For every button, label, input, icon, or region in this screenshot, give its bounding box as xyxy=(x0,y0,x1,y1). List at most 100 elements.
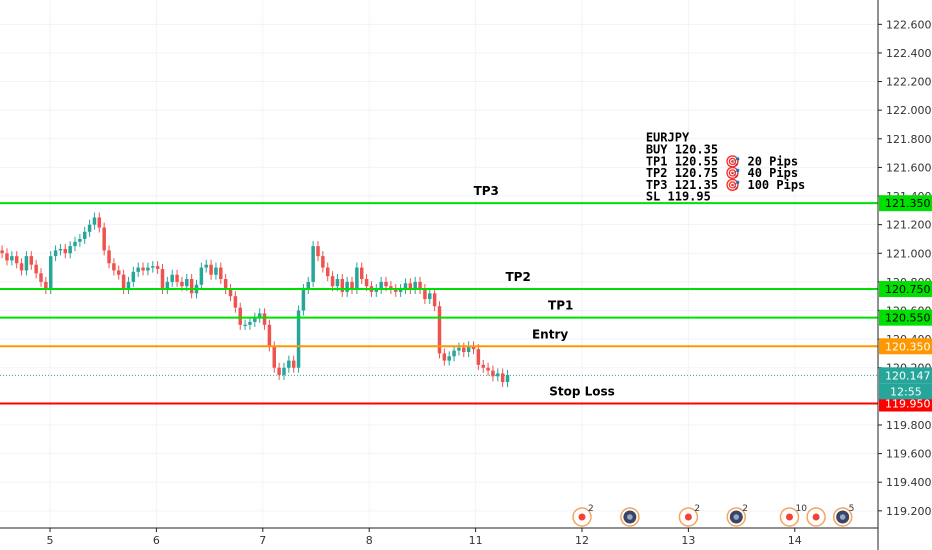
price-tick-label: 121.600 xyxy=(886,161,932,174)
candle-body xyxy=(379,281,383,290)
event-count: 2 xyxy=(588,504,594,514)
candle-body xyxy=(14,256,19,264)
candle-body xyxy=(53,250,58,257)
candle-body xyxy=(330,276,335,287)
candle-body xyxy=(189,279,194,294)
candle-body xyxy=(277,367,281,375)
price-tag-tp3-text: 121.350 xyxy=(885,197,931,210)
level-label-entry: Entry xyxy=(532,327,568,341)
candle-body xyxy=(311,246,315,282)
candle-body xyxy=(447,356,451,361)
candle-body xyxy=(165,281,170,290)
price-axis[interactable]: 122.600 122.400 122.200 122.000 121.800 121.6… xyxy=(877,0,932,550)
price-tag-entry-text: 120.350 xyxy=(885,340,931,353)
candle-body xyxy=(219,267,223,280)
candle-body xyxy=(442,353,447,361)
candle-body xyxy=(10,256,14,261)
price-tag-last-text: 120.147 xyxy=(885,369,931,382)
candle-body xyxy=(68,246,72,254)
candle-body xyxy=(214,267,218,275)
time-tick-label: 11 xyxy=(469,534,483,547)
candle-body xyxy=(428,293,432,300)
event-dot-red xyxy=(812,513,820,521)
event-dot-dark-center xyxy=(839,514,846,520)
candle-body xyxy=(457,347,461,351)
candle-body xyxy=(155,266,160,270)
level-label-tp2: TP2 xyxy=(505,270,530,284)
annotation-line: BUY 120.35 xyxy=(646,142,718,156)
candle-body xyxy=(0,250,4,254)
candle-body xyxy=(413,281,417,290)
time-axis[interactable]: 5 6 7 8 11 12 13 14 xyxy=(0,527,878,547)
candle-body xyxy=(73,241,77,247)
candle-body xyxy=(126,281,131,290)
event-dot-dark-center xyxy=(627,514,633,520)
candle-body xyxy=(136,267,140,272)
candle-body xyxy=(238,307,242,325)
price-tick-label: 119.200 xyxy=(886,505,932,518)
candle-body xyxy=(146,267,150,271)
price-tag-tp1 xyxy=(879,309,932,326)
candle-body xyxy=(432,293,437,307)
price-tick-label: 122.200 xyxy=(886,76,932,89)
candle-body xyxy=(340,279,345,292)
price-tick-label: 122.400 xyxy=(886,47,932,60)
candle-body xyxy=(48,256,53,290)
candle-body xyxy=(291,360,296,368)
candle-body xyxy=(452,350,456,357)
time-tick-label: 12 xyxy=(575,534,589,547)
candle-body xyxy=(175,274,179,282)
time-tick-label: 5 xyxy=(47,534,54,547)
candle-body xyxy=(471,346,476,350)
candle-body xyxy=(78,238,82,242)
candle-body xyxy=(29,256,34,265)
grid xyxy=(0,0,878,528)
candle-body xyxy=(92,217,97,225)
price-tick-label: 121.200 xyxy=(886,219,932,232)
candle-body xyxy=(141,267,145,271)
candle-body xyxy=(117,270,121,275)
candle-body xyxy=(180,281,184,287)
candle-body xyxy=(423,289,427,300)
candle-body xyxy=(34,264,38,274)
candle-body xyxy=(107,250,111,264)
candle-body xyxy=(19,263,24,271)
event-dot-red xyxy=(578,513,586,521)
time-tick-label: 8 xyxy=(366,534,373,547)
level-label-tp1: TP1 xyxy=(548,299,573,313)
candle-body xyxy=(505,374,510,383)
candle-body xyxy=(102,227,106,251)
candle-body xyxy=(462,347,466,352)
event-dot-dark-center xyxy=(733,514,740,520)
candle-body xyxy=(199,267,204,285)
price-tag-tp1-text: 120.550 xyxy=(885,312,931,325)
candle-body xyxy=(496,373,500,377)
price-tag-stop-loss xyxy=(879,395,932,412)
candle-body xyxy=(476,349,481,365)
candle-body xyxy=(131,271,136,282)
candle-body xyxy=(121,274,126,290)
price-tick-label: 119.400 xyxy=(886,476,932,489)
price-tag-tp2 xyxy=(879,281,932,298)
candles xyxy=(0,212,510,388)
event-dot-red xyxy=(684,513,692,521)
economic-events[interactable]: 2 2 2 10 5 xyxy=(572,504,854,527)
candle-body xyxy=(97,217,102,228)
candle-body xyxy=(209,264,213,275)
candle-body xyxy=(267,324,272,347)
candle-body xyxy=(170,274,174,282)
price-tick-label: 119.800 xyxy=(886,419,932,432)
event-count: 10 xyxy=(795,504,807,514)
candle-body xyxy=(58,248,63,251)
candle-body xyxy=(233,296,238,308)
price-tick-label: 119.600 xyxy=(886,448,932,461)
candle-body xyxy=(44,281,48,290)
price-tag-entry xyxy=(879,338,932,355)
candle-body xyxy=(272,346,277,368)
price-levels[interactable]: TP3 TP2 TP1 Entry Stop Loss xyxy=(0,184,878,405)
candle-body xyxy=(39,273,43,282)
candle-body xyxy=(374,289,379,292)
candle-body xyxy=(287,360,291,368)
annotation-line: TP3 121.35 🎯 100 Pips xyxy=(646,178,805,192)
